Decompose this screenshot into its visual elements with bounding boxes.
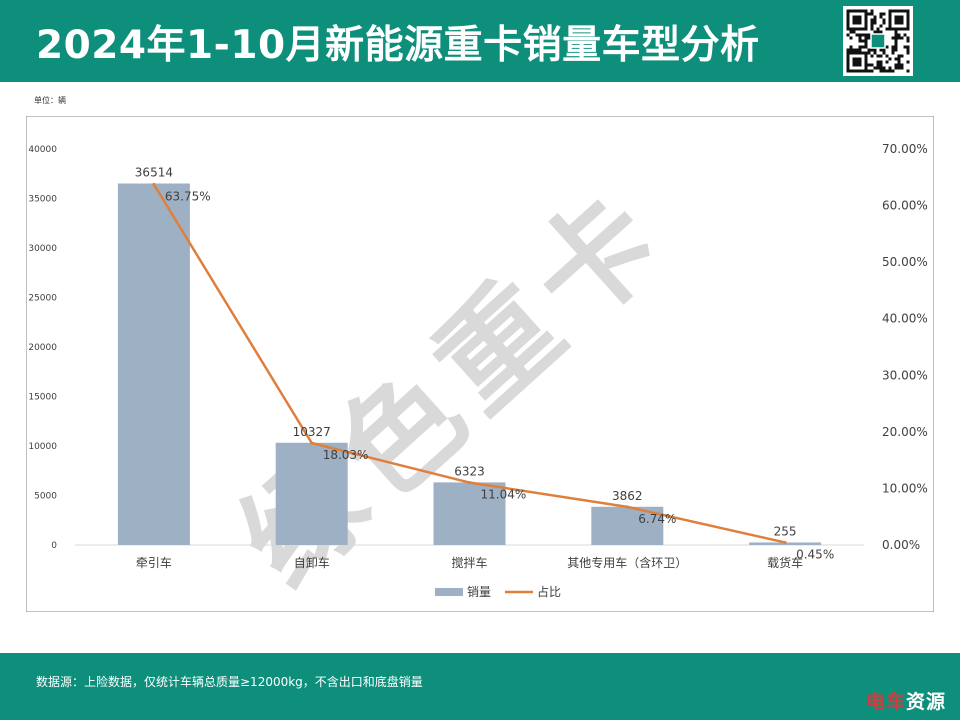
y-left-tick-label: 35000 [28,195,57,205]
y-left-tick-label: 10000 [28,442,57,452]
x-category-label: 其他专用车（含环卫） [567,555,687,570]
brand-logo: 电车资源 [866,687,946,714]
header-bar: 2024年1-10月新能源重卡销量车型分析 [0,0,960,82]
legend-swatch-bar [435,588,463,596]
y-right-tick-label: 40.00% [882,312,928,326]
share-point-1 [152,182,156,186]
x-category-label: 牵引车 [136,555,172,570]
chart: 绿色重卡050001000015000200002500030000350004… [28,142,928,612]
y-left-tick-label: 0 [51,541,57,551]
y-left-tick-label: 15000 [28,393,57,403]
page-title: 2024年1-10月新能源重卡销量车型分析 [36,23,760,68]
share-value-label: 6.74% [638,512,676,526]
share-point-2 [310,441,314,445]
chart-frame: 绿色重卡 0 5000 10000 15000 20000 25000 30000 35000 4… [26,116,934,612]
y-left-tick-label: 20000 [28,343,57,353]
share-point-5 [783,540,787,544]
share-value-label: 18.03% [323,448,369,462]
bar-value-label: 255 [774,524,797,538]
legend-label-bar: 销量 [467,585,491,599]
y-right-tick-label: 10.00% [882,481,928,495]
y-right-tick-label: 30.00% [882,368,928,382]
y-right-tick-label: 70.00% [882,142,928,156]
share-value-label: 11.04% [481,488,527,502]
bar-value-label: 10327 [293,425,331,439]
share-value-label: 0.45% [796,547,834,561]
x-category-label: 搅拌车 [451,555,487,570]
bar-value-label: 36514 [135,166,173,180]
unit-label: 单位：辆 [34,96,66,105]
x-category-label: 载货车 [767,555,803,570]
footer-bar: 数据源：上险数据，仅统计车辆总质量≥12000kg，不含出口和底盘销量 电车资源 [0,653,960,720]
y-left-tick-label: 5000 [34,492,57,502]
bar-2 [275,442,348,545]
brand-logo-part-a: 电车 [865,691,906,713]
x-category-label: 自卸车 [294,555,330,570]
y-left-tick-label: 25000 [28,294,57,304]
y-left-tick-label: 30000 [28,244,57,254]
bar-value-label: 6323 [454,464,485,478]
legend-label-line: 占比 [537,584,561,599]
brand-logo-part-b: 资源 [905,691,946,713]
data-source-note: 数据源：上险数据，仅统计车辆总质量≥12000kg，不含出口和底盘销量 [36,675,423,689]
share-value-label: 63.75% [165,189,211,203]
share-point-4 [625,505,629,509]
bar-value-label: 3862 [612,489,643,503]
y-right-tick-label: 60.00% [882,199,928,213]
y-right-tick-label: 0.00% [882,538,920,552]
y-right-tick-label: 20.00% [882,425,928,439]
y-left-tick-label: 40000 [28,145,57,155]
qr-code-icon [843,6,913,76]
share-point-3 [468,481,471,485]
bar-1 [117,183,190,545]
bar-3 [433,482,506,545]
y-right-tick-label: 50.00% [882,255,928,269]
